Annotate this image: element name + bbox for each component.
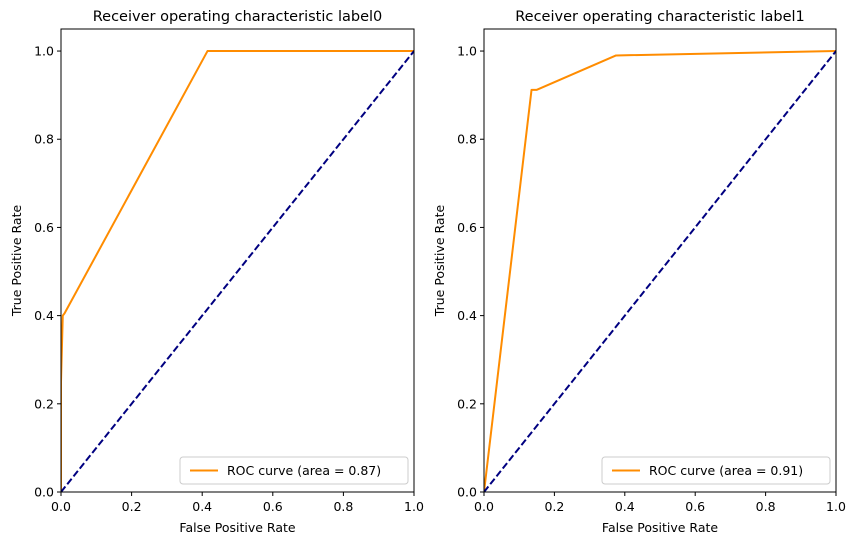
- x-tick-label: 0.0: [474, 499, 494, 514]
- y-tick-label: 0.4: [34, 308, 54, 323]
- x-tick-label: 1.0: [404, 499, 424, 514]
- roc-chart-label1: Receiver operating characteristic label1…: [432, 9, 846, 535]
- x-tick-label: 0.0: [51, 499, 71, 514]
- y-tick-label: 0.2: [457, 396, 477, 411]
- legend-label: ROC curve (area = 0.87): [227, 463, 381, 478]
- x-tick-label: 1.0: [826, 499, 846, 514]
- y-tick-label: 0.8: [457, 132, 477, 147]
- legend-box: [179, 456, 409, 485]
- y-tick-label: 0.4: [457, 308, 477, 323]
- roc-curve-line: [484, 50, 836, 492]
- x-tick-label: 0.4: [615, 499, 635, 514]
- chance-diagonal-line: [484, 50, 836, 492]
- y-tick-label: 1.0: [34, 44, 54, 59]
- y-tick-label: 0.0: [34, 485, 54, 500]
- roc-curve-line: [61, 50, 414, 492]
- y-axis-label: True Positive Rate: [432, 205, 447, 318]
- y-tick-label: 1.0: [457, 44, 477, 59]
- x-tick-label: 0.6: [263, 499, 283, 514]
- legend-box: [601, 456, 831, 485]
- x-tick-label: 0.6: [685, 499, 705, 514]
- x-tick-label: 0.4: [192, 499, 212, 514]
- chart-title: Receiver operating characteristic label0: [93, 9, 383, 25]
- y-axis-label: True Positive Rate: [9, 205, 24, 318]
- x-tick-label: 0.8: [756, 499, 776, 514]
- x-tick-label: 0.8: [333, 499, 353, 514]
- x-tick-label: 0.2: [122, 499, 142, 514]
- x-axis-label: False Positive Rate: [602, 520, 718, 535]
- y-tick-label: 0.2: [34, 396, 54, 411]
- chance-diagonal-line: [61, 50, 414, 492]
- y-tick-label: 0.6: [34, 220, 54, 235]
- chart-title: Receiver operating characteristic label1: [515, 9, 805, 25]
- roc-chart-label0: Receiver operating characteristic label0…: [9, 9, 424, 535]
- x-axis-label: False Positive Rate: [179, 520, 295, 535]
- plot-frame: [60, 28, 415, 493]
- x-tick-label: 0.2: [544, 499, 564, 514]
- legend-label: ROC curve (area = 0.91): [649, 463, 803, 478]
- y-tick-label: 0.6: [457, 220, 477, 235]
- y-tick-label: 0.8: [34, 132, 54, 147]
- y-tick-label: 0.0: [457, 485, 477, 500]
- plot-frame: [483, 28, 837, 493]
